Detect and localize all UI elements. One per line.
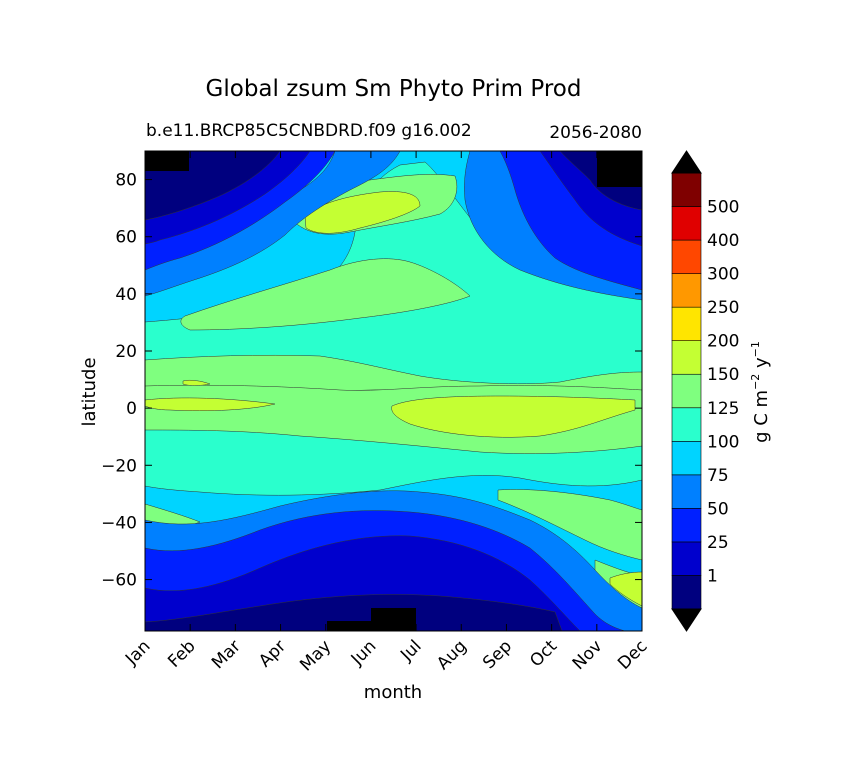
colorbar-extend-max (671, 150, 702, 174)
band-fill-125-south (497, 489, 642, 561)
x-tick-label: Oct (526, 636, 561, 671)
band-fill-150-southeast (609, 571, 642, 607)
colorbar-tick-label: 100 (707, 432, 739, 452)
y-tick-label: 80 (115, 171, 137, 191)
colorbar-tick-label: 500 (707, 198, 739, 218)
colorbar-swatch (671, 575, 702, 610)
colorbar-swatch (671, 373, 702, 409)
y-tick-label: −60 (101, 571, 137, 591)
band-fill-125-midlat-north (180, 258, 471, 331)
x-tick-label: Jan (121, 636, 154, 669)
colorbar-label: g C m−2 y−1 (749, 341, 772, 443)
colorbar-swatch (671, 239, 702, 274)
colorbar-tick-label: 150 (707, 365, 739, 385)
colorbar-swatch (671, 508, 702, 543)
chart-subtitle-case: b.e11.BRCP85C5CNBDRD.f09 g16.002 (146, 121, 472, 141)
colorbar-swatch (671, 541, 702, 576)
x-tick-label: Mar (208, 636, 245, 673)
plot-frame (144, 150, 643, 632)
x-tick-label: Nov (569, 636, 607, 674)
colorbar-swatch (671, 340, 702, 375)
band-fill-150-equator-west (145, 397, 276, 411)
colorbar-swatch (671, 306, 702, 341)
colorbar-tick-label: 25 (707, 533, 729, 553)
colorbar-swatch (671, 441, 702, 476)
y-axis: 80 60 40 20 0 −20 −40 −60 (101, 171, 642, 591)
colorbar-swatch (671, 172, 702, 207)
mask-north-left (145, 151, 189, 171)
y-tick-label: 20 (115, 342, 137, 362)
colorbar-tick-label: 50 (707, 499, 729, 519)
x-tick-label: Apr (255, 636, 290, 671)
band-fill-150-dot (182, 379, 211, 386)
colorbar-tick-label: 200 (707, 332, 739, 352)
colorbar-swatch (671, 407, 702, 442)
x-tick-label: Feb (164, 636, 199, 671)
x-axis-label: month (364, 682, 422, 703)
x-tick-label: Aug (433, 636, 471, 674)
colorbar-tick-label: 1 (707, 566, 718, 586)
colorbar-swatch (671, 273, 702, 308)
band-fill-0-south (145, 594, 563, 631)
colorbar-tick-label: 300 (707, 265, 739, 285)
chart-title: Global zsum Sm Phyto Prim Prod (205, 76, 582, 102)
mask-south-mid (327, 621, 371, 631)
y-tick-label: −20 (101, 456, 137, 476)
colorbar-swatch (671, 474, 702, 509)
mask-north-right (597, 151, 642, 187)
y-axis-label: latitude (79, 357, 100, 426)
mask-south-jun (371, 608, 416, 631)
x-tick-label: Jul (396, 636, 425, 665)
colorbar-tick-label: 250 (707, 298, 739, 318)
band-fill-150-arctic (304, 191, 421, 234)
chart-subtitle-years: 2056-2080 (549, 123, 642, 143)
colorbar-swatch (671, 206, 702, 241)
y-tick-label: 0 (126, 399, 137, 419)
x-tick-label: May (296, 636, 335, 675)
x-tick-label: Dec (614, 636, 651, 673)
y-tick-label: 40 (115, 285, 137, 305)
x-tick-label: Jun (347, 636, 381, 670)
x-tick-label: Sep (479, 636, 516, 673)
y-tick-label: −40 (101, 513, 137, 533)
colorbar-tick-label: 125 (707, 399, 739, 419)
colorbar-tick-label: 400 (707, 231, 739, 251)
colorbar-extend-min (671, 608, 702, 632)
band-fill-150-equator-east (391, 395, 636, 438)
colorbar-tick-label: 75 (707, 466, 729, 486)
y-tick-label: 60 (115, 228, 137, 248)
plot-area (145, 151, 642, 631)
